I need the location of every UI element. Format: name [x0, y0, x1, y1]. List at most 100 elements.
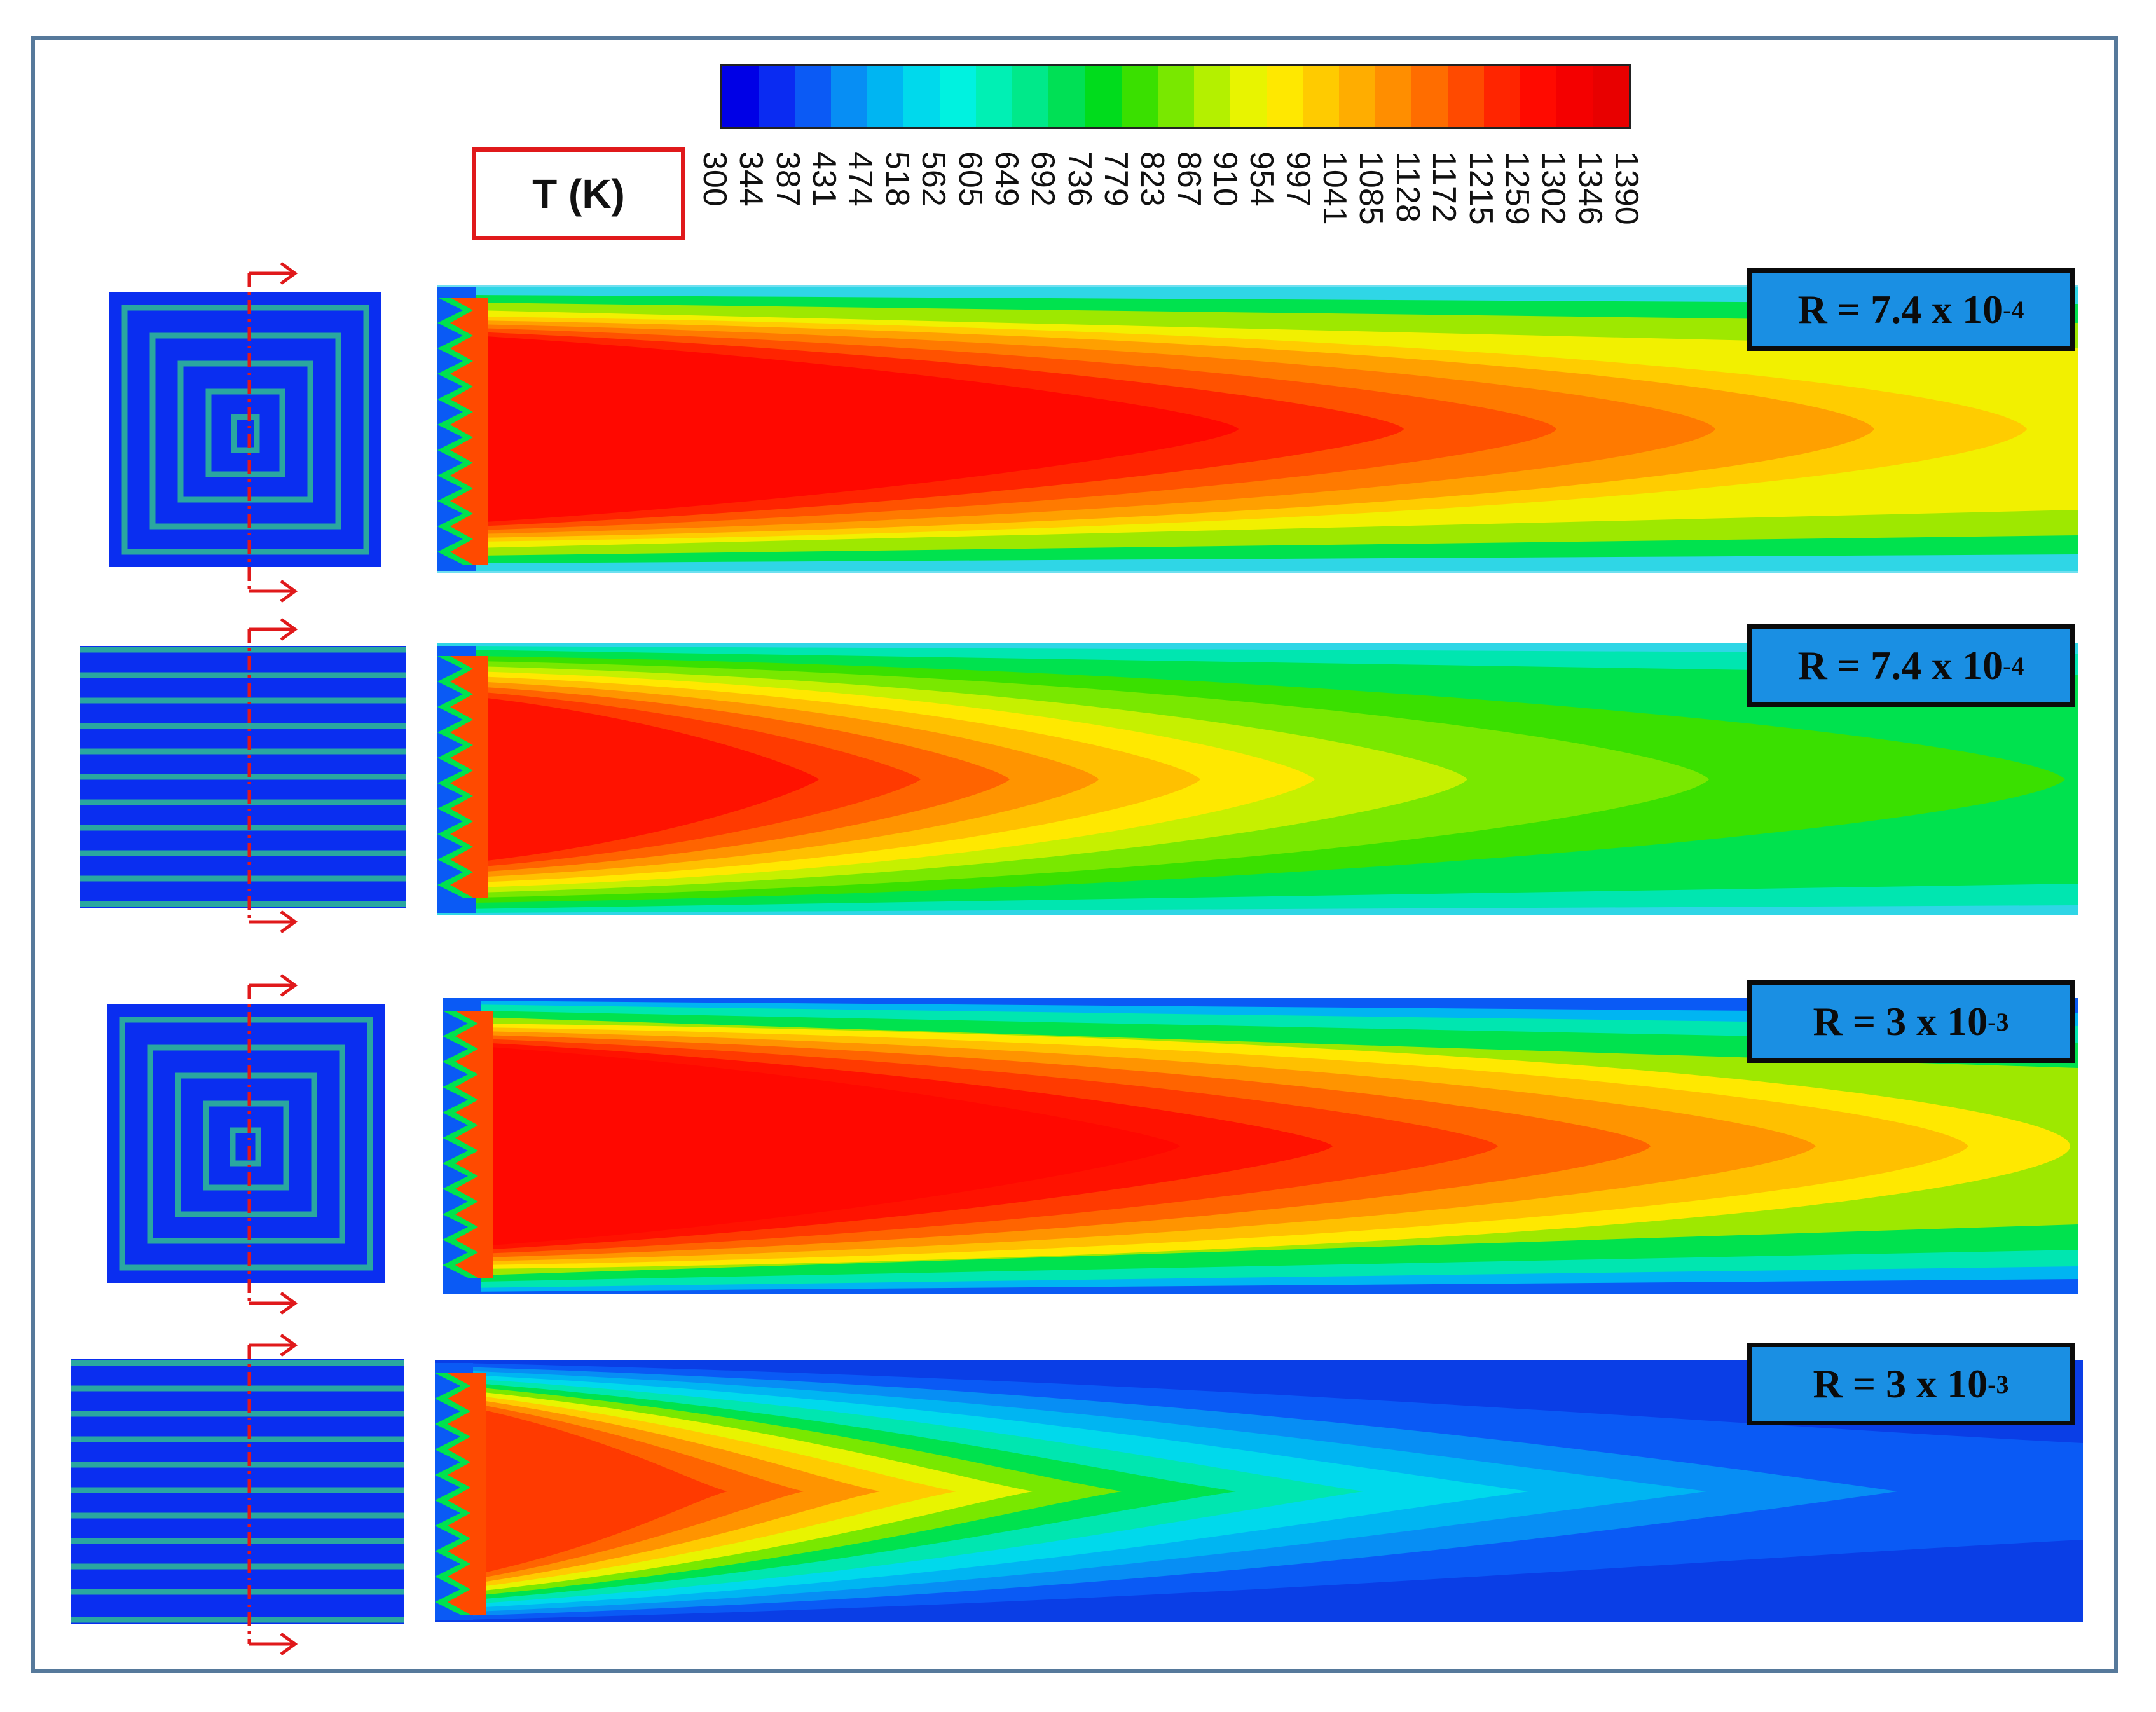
colorbar-tick: 1172: [1425, 151, 1463, 259]
ratio-label-3-exp: -3: [1988, 1007, 2009, 1036]
colorbar-tick: 823: [1134, 151, 1171, 259]
colorbar-tick-label: 649: [987, 151, 1025, 207]
colorbar-tick-label: 1215: [1462, 151, 1499, 225]
colorbar-tick-label: 474: [842, 151, 879, 207]
colorbar-tick-label: 692: [1024, 151, 1062, 207]
colorbar-swatch: [759, 66, 795, 127]
colorbar-tick-label: 1390: [1608, 151, 1645, 225]
colorbar-tick: 997: [1279, 151, 1317, 259]
colorbar-swatch: [1302, 66, 1339, 127]
colorbar-swatch: [1411, 66, 1448, 127]
colorbar-swatch: [722, 66, 759, 127]
colorbar-tick-label: 1085: [1352, 151, 1390, 225]
colorbar-swatch: [1375, 66, 1411, 127]
colorbar-tick: 1085: [1352, 151, 1390, 259]
colorbar-tick: 344: [732, 151, 770, 259]
temperature-contour-field-2: [437, 643, 2078, 915]
colorbar-tick: 736: [1061, 151, 1099, 259]
unit-label-text: T (K): [532, 171, 625, 217]
colorbar-swatch: [1447, 66, 1484, 127]
ratio-label-2-base: R = 7.4 x 10: [1797, 643, 2003, 688]
colorbar-tick: 1302: [1535, 151, 1572, 259]
section-cut-line-1: [247, 261, 298, 603]
ratio-label-1-base: R = 7.4 x 10: [1797, 287, 2003, 332]
colorbar-tick-label: 1128: [1389, 151, 1426, 223]
ratio-label-1: R = 7.4 x 10 -4: [1747, 268, 2075, 351]
colorbar-tick-labels: 300 344 387 431 474 518 562 605 649 692 736 779 823 8…: [696, 151, 1645, 259]
colorbar-tick-label: 1172: [1425, 151, 1463, 223]
colorbar-tick: 1259: [1498, 151, 1536, 259]
colorbar-tick: 562: [915, 151, 952, 259]
section-cut-line-2: [247, 617, 298, 934]
colorbar-tick: 649: [987, 151, 1026, 259]
colorbar-tick-label: 867: [1170, 151, 1207, 207]
ratio-label-4-base: R = 3 x 10: [1813, 1361, 1988, 1406]
colorbar-swatch: [1048, 66, 1085, 127]
colorbar-tick: 1128: [1389, 151, 1427, 259]
colorbar-tick-label: 1302: [1535, 151, 1572, 225]
colorbar-tick-label: 562: [915, 151, 952, 207]
parallel-channel-thumbnail-2: [71, 1359, 404, 1624]
colorbar-tick-label: 1259: [1498, 151, 1535, 225]
colorbar-tick: 1346: [1571, 151, 1609, 259]
colorbar-tick: 431: [806, 151, 843, 259]
colorbar-tick: 692: [1024, 151, 1062, 259]
section-cut-line-3: [247, 973, 298, 1315]
colorbar-swatch: [1012, 66, 1049, 127]
temperature-unit-label: T (K): [472, 147, 685, 240]
colorbar-tick-label: 344: [732, 151, 770, 207]
temperature-colorbar: [720, 64, 1631, 129]
colorbar-tick: 1041: [1316, 151, 1354, 259]
colorbar-swatch: [1230, 66, 1267, 127]
temperature-contour-field-4: [435, 1360, 2083, 1622]
colorbar-tick: 779: [1097, 151, 1135, 259]
colorbar-swatch: [903, 66, 940, 127]
colorbar-tick: 867: [1170, 151, 1208, 259]
colorbar-swatch: [1193, 66, 1230, 127]
colorbar-swatch: [976, 66, 1013, 127]
spiral-channel-thumbnail-2: [107, 1004, 385, 1283]
colorbar-swatch: [1520, 66, 1557, 127]
colorbar-tick-label: 779: [1097, 151, 1134, 207]
colorbar-tick-label: 910: [1207, 151, 1244, 207]
colorbar-tick: 605: [951, 151, 989, 259]
colorbar-tick-label: 823: [1134, 151, 1171, 207]
colorbar-swatch: [1556, 66, 1593, 127]
colorbar-tick-label: 605: [951, 151, 989, 207]
ratio-label-2-exp: -4: [2003, 651, 2024, 680]
colorbar-tick: 387: [769, 151, 807, 259]
ratio-label-3: R = 3 x 10 -3: [1747, 980, 2075, 1063]
colorbar-swatch: [1121, 66, 1158, 127]
colorbar-tick-label: 300: [696, 151, 733, 207]
parallel-channel-thumbnail-1: [80, 646, 406, 908]
colorbar-swatch: [940, 66, 977, 127]
colorbar-tick-label: 997: [1279, 151, 1317, 207]
colorbar-swatch: [867, 66, 904, 127]
colorbar-tick: 1390: [1608, 151, 1645, 259]
colorbar-tick-label: 1346: [1571, 151, 1609, 225]
colorbar-tick-label: 431: [806, 151, 843, 207]
colorbar-swatch: [831, 66, 868, 127]
colorbar-tick: 474: [842, 151, 879, 259]
colorbar-tick-label: 1041: [1316, 151, 1354, 225]
colorbar-tick-label: 736: [1061, 151, 1098, 207]
section-cut-line-4: [247, 1333, 298, 1656]
colorbar-swatch: [1266, 66, 1303, 127]
colorbar-swatch: [1338, 66, 1375, 127]
colorbar-tick: 300: [696, 151, 734, 259]
colorbar-tick: 954: [1243, 151, 1281, 259]
colorbar-swatch: [1157, 66, 1194, 127]
colorbar-tick: 1215: [1462, 151, 1500, 259]
ratio-label-2: R = 7.4 x 10 -4: [1747, 624, 2075, 707]
colorbar-swatch: [1593, 66, 1630, 127]
colorbar-tick: 518: [878, 151, 916, 259]
colorbar-tick-label: 954: [1243, 151, 1281, 207]
colorbar-swatch: [795, 66, 832, 127]
ratio-label-4: R = 3 x 10 -3: [1747, 1343, 2075, 1425]
colorbar-swatch: [1085, 66, 1122, 127]
colorbar-tick-label: 518: [878, 151, 916, 207]
temperature-contour-field-1: [437, 285, 2078, 573]
ratio-label-3-base: R = 3 x 10: [1813, 999, 1988, 1044]
ratio-label-4-exp: -3: [1988, 1369, 2009, 1399]
colorbar-swatch: [1483, 66, 1521, 127]
